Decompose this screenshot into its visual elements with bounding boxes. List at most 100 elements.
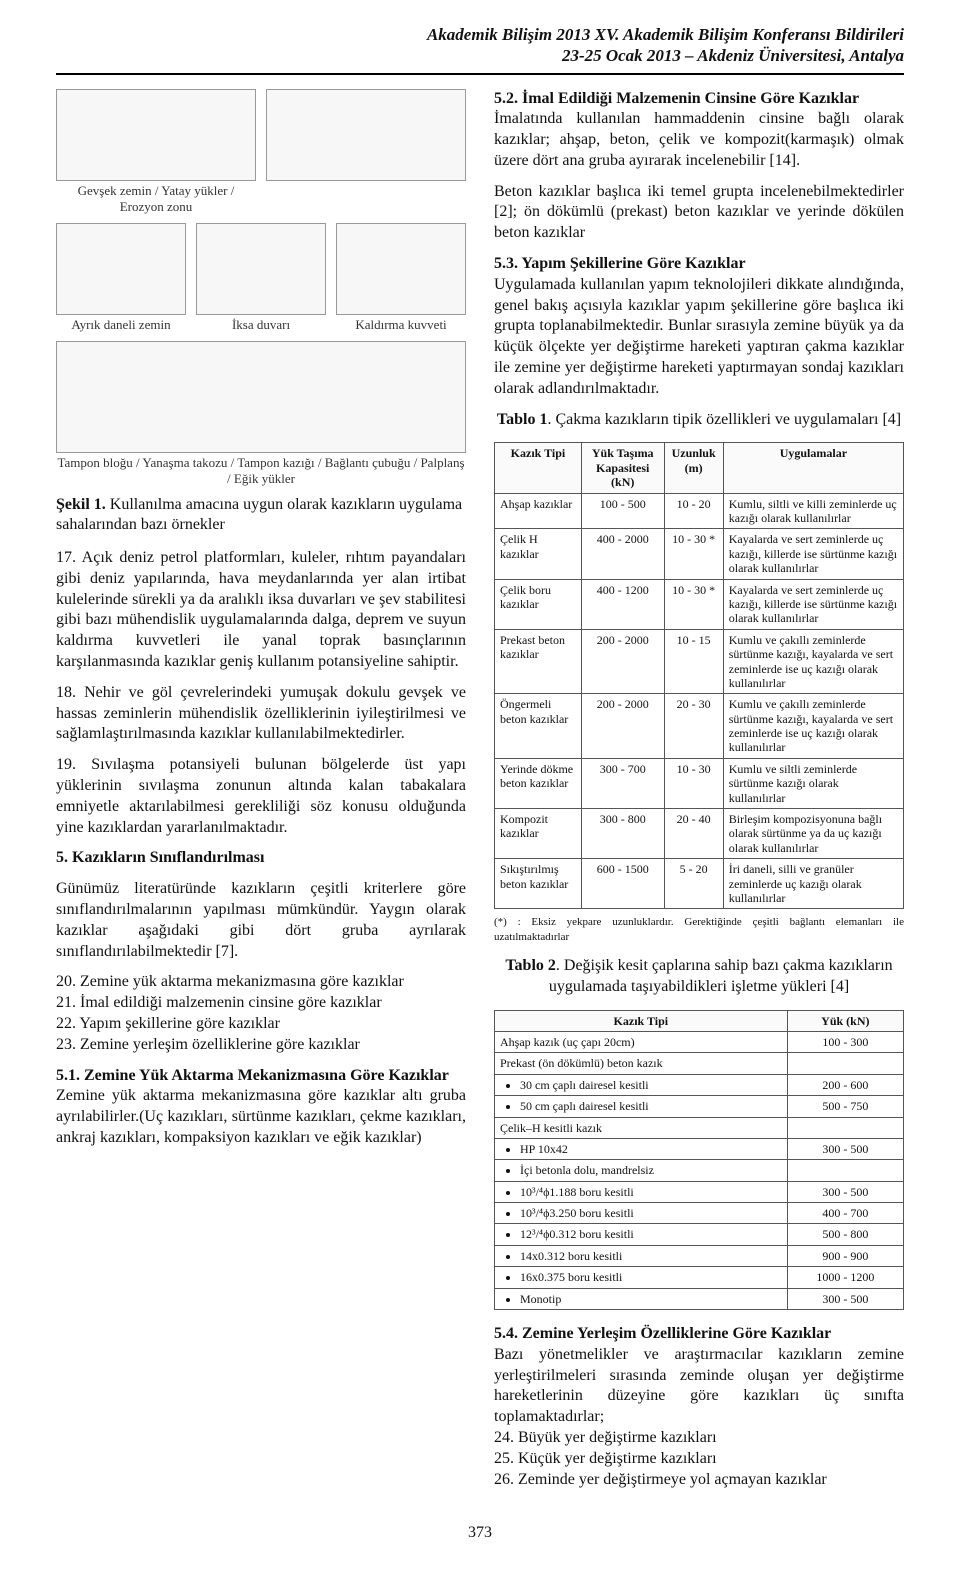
table-cell: İri daneli, silli ve granüler zeminlerde… (723, 859, 903, 909)
sec54-p1: Bazı yönetmelikler ve araştırmacılar kaz… (494, 1345, 904, 1428)
fig1-label-f: Tampon bloğu / Yanaşma takozu / Tampon k… (56, 455, 466, 487)
table-row: Monotip300 - 500 (495, 1288, 904, 1309)
table-cell: 300 - 700 (581, 758, 664, 808)
fig1-label-a: Gevşek zemin / Yatay yükler / Erozyon zo… (56, 183, 256, 215)
table-row: İçi betonla dolu, mandrelsiz (495, 1160, 904, 1181)
table-row: Prekast beton kazıklar200 - 200010 - 15K… (495, 629, 904, 694)
section-5-1-title: 5.1. Zemine Yük Aktarma Mekanizmasına Gö… (56, 1066, 466, 1087)
table-1-header-row: Kazık Tipi Yük Taşıma Kapasitesi (kN) Uz… (495, 443, 904, 493)
table-row: HP 10x42300 - 500 (495, 1138, 904, 1159)
table-cell: Kumlu ve çakıllı zeminlerde sürtünme kaz… (723, 629, 903, 694)
table-cell: Kompozit kazıklar (495, 809, 582, 859)
table-cell: Monotip (495, 1288, 788, 1309)
table-row: Kompozit kazıklar300 - 80020 - 40Birleşi… (495, 809, 904, 859)
t1h1: Yük Taşıma Kapasitesi (kN) (581, 443, 664, 493)
table-cell: 10 - 20 (664, 493, 723, 529)
sec5-p2: 20. Zemine yük aktarma mekanizmasına gör… (56, 972, 466, 993)
p19: 19. Sıvılaşma potansiyeli bulunan bölgel… (56, 755, 466, 838)
table-2-caption-bold: Tablo 2 (505, 957, 556, 974)
table-cell: 50 cm çaplı dairesel kesitli (495, 1096, 788, 1117)
table-cell: 300 - 500 (787, 1288, 903, 1309)
table-row: Öngermeli beton kazıklar200 - 200020 - 3… (495, 694, 904, 759)
table-cell: 300 - 500 (787, 1181, 903, 1202)
table-cell: Prekast (ön dökümlü) beton kazık (495, 1053, 788, 1074)
table-cell: Kumlu, siltli ve killi zeminlerde uç kaz… (723, 493, 903, 529)
table-cell (787, 1053, 903, 1074)
table-cell: 300 - 800 (581, 809, 664, 859)
table-cell: Birleşim kompozisyonuna bağlı olarak sür… (723, 809, 903, 859)
t1h2: Uzunluk (m) (664, 443, 723, 493)
table-row: 30 cm çaplı dairesel kesitli200 - 600 (495, 1074, 904, 1095)
table-cell: Öngermeli beton kazıklar (495, 694, 582, 759)
figure-1: Gevşek zemin / Yatay yükler / Erozyon zo… (56, 89, 466, 487)
t1h3: Uygulamalar (723, 443, 903, 493)
table-row: Çelik boru kazıklar400 - 120010 - 30 *Ka… (495, 579, 904, 629)
table-cell: 10 - 30 (664, 758, 723, 808)
two-column-layout: Gevşek zemin / Yatay yükler / Erozyon zo… (56, 89, 904, 1501)
table-row: Yerinde dökme beton kazıklar300 - 70010 … (495, 758, 904, 808)
page-number: 373 (56, 1524, 904, 1542)
section-5-title: 5. Kazıkların Sınıflandırılması (56, 848, 466, 869)
sec5-p1: Günümüz literatüründe kazıkların çeşitli… (56, 879, 466, 962)
t2h1: Yük (kN) (787, 1010, 903, 1031)
table-cell: Ahşap kazıklar (495, 493, 582, 529)
sec5-p3: 21. İmal edildiği malzemenin cinsine gör… (56, 993, 466, 1014)
table-row: 16x0.375 boru kesitli1000 - 1200 (495, 1267, 904, 1288)
fig1-label-c: Ayrık daneli zemin (56, 317, 186, 333)
table-cell: 10³/⁴ϕ1.188 boru kesitli (495, 1181, 788, 1202)
table-row: Ahşap kazıklar100 - 50010 - 20Kumlu, sil… (495, 493, 904, 529)
sec52-p2: Beton kazıklar başlıca iki temel grupta … (494, 182, 904, 244)
sec52-p1: İmalatında kullanılan hammaddenin cinsin… (494, 109, 904, 171)
table-row: Ahşap kazık (uç çapı 20cm)100 - 300 (495, 1031, 904, 1052)
table-cell: Çelik H kazıklar (495, 529, 582, 579)
table-row: 50 cm çaplı dairesel kesitli500 - 750 (495, 1096, 904, 1117)
table-row: Prekast (ön dökümlü) beton kazık (495, 1053, 904, 1074)
table-cell: Sıkıştırılmış beton kazıklar (495, 859, 582, 909)
table-cell: İçi betonla dolu, mandrelsiz (495, 1160, 788, 1181)
table-cell: 10 - 30 * (664, 579, 723, 629)
table-cell: 10 - 30 * (664, 529, 723, 579)
fig1-panel-d (196, 223, 326, 315)
table-cell: Kumlu ve çakıllı zeminlerde sürtünme kaz… (723, 694, 903, 759)
table-cell: Çelik–H kesitli kazık (495, 1117, 788, 1138)
table-cell: 900 - 900 (787, 1245, 903, 1266)
table-cell (787, 1117, 903, 1138)
sec5-p4: 22. Yapım şekillerine göre kazıklar (56, 1014, 466, 1035)
table-cell: Kayalarda ve sert zeminlerde uç kazığı, … (723, 579, 903, 629)
table-cell: Ahşap kazık (uç çapı 20cm) (495, 1031, 788, 1052)
table-1: Kazık Tipi Yük Taşıma Kapasitesi (kN) Uz… (494, 442, 904, 909)
table-cell: 12³/⁴ϕ0.312 boru kesitli (495, 1224, 788, 1245)
table-row: Çelik H kazıklar400 - 200010 - 30 *Kayal… (495, 529, 904, 579)
table-cell: 400 - 700 (787, 1203, 903, 1224)
figure-1-caption: Şekil 1. Kullanılma amacına uygun olarak… (56, 495, 466, 537)
sec54-p2: 24. Büyük yer değiştirme kazıkları (494, 1428, 904, 1449)
sec54-p3: 25. Küçük yer değiştirme kazıkları (494, 1449, 904, 1470)
figure-1-caption-rest: Kullanılma amacına uygun olarak kazıklar… (56, 496, 462, 534)
table-cell: 600 - 1500 (581, 859, 664, 909)
table-1-note: (*) : Eksiz yekpare uzunluklardır. Gerek… (494, 915, 904, 944)
header-line2: 23-25 Ocak 2013 – Akdeniz Üniversitesi, … (562, 46, 904, 65)
fig1-label-e: Kaldırma kuvveti (336, 317, 466, 333)
table-cell: Kumlu ve siltli zeminlerde sürtünme kazı… (723, 758, 903, 808)
fig1-label-d: İksa duvarı (196, 317, 326, 333)
table-cell: 1000 - 1200 (787, 1267, 903, 1288)
table-1-caption: Tablo 1. Çakma kazıkların tipik özellikl… (494, 410, 904, 431)
table-cell: 20 - 40 (664, 809, 723, 859)
table-cell: 500 - 750 (787, 1096, 903, 1117)
table-cell: 10³/⁴ϕ3.250 boru kesitli (495, 1203, 788, 1224)
fig1-panel-e (336, 223, 466, 315)
left-column: Gevşek zemin / Yatay yükler / Erozyon zo… (56, 89, 466, 1501)
table-row: 12³/⁴ϕ0.312 boru kesitli500 - 800 (495, 1224, 904, 1245)
fig1-panel-c (56, 223, 186, 315)
table-row: 10³/⁴ϕ1.188 boru kesitli300 - 500 (495, 1181, 904, 1202)
p18: 18. Nehir ve göl çevrelerindeki yumuşak … (56, 683, 466, 745)
section-5-3-title: 5.3. Yapım Şekillerine Göre Kazıklar (494, 254, 904, 275)
table-cell: 14x0.312 boru kesitli (495, 1245, 788, 1266)
table-row: Çelik–H kesitli kazık (495, 1117, 904, 1138)
table-cell: Çelik boru kazıklar (495, 579, 582, 629)
table-row: 10³/⁴ϕ3.250 boru kesitli400 - 700 (495, 1203, 904, 1224)
table-row: 14x0.312 boru kesitli900 - 900 (495, 1245, 904, 1266)
table-row: Sıkıştırılmış beton kazıklar600 - 15005 … (495, 859, 904, 909)
sec54-p4: 26. Zeminde yer değiştirmeye yol açmayan… (494, 1470, 904, 1491)
table-cell: Kayalarda ve sert zeminlerde uç kazığı, … (723, 529, 903, 579)
